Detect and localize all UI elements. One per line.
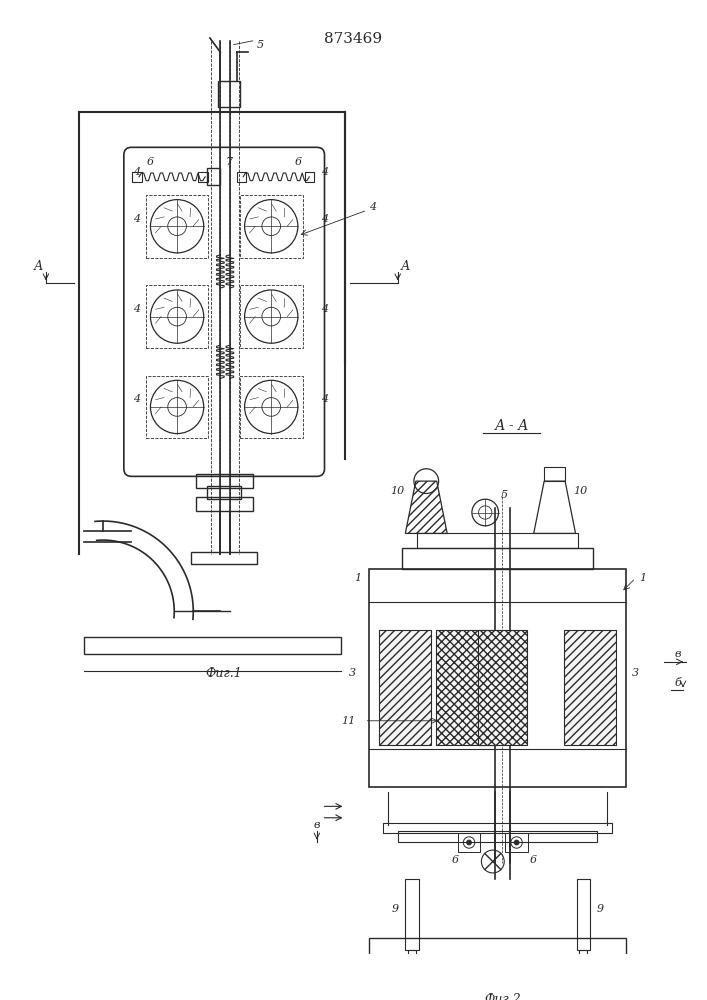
Text: 6: 6 bbox=[451, 855, 458, 865]
Bar bbox=[146, 285, 209, 348]
Text: 10: 10 bbox=[390, 486, 405, 496]
Text: 5: 5 bbox=[257, 40, 264, 50]
Text: 4: 4 bbox=[133, 304, 140, 314]
Bar bbox=[199, 172, 208, 182]
Bar bbox=[398, 831, 597, 842]
Circle shape bbox=[467, 840, 472, 845]
Bar bbox=[506, 833, 528, 852]
Text: 10: 10 bbox=[573, 486, 588, 496]
Bar bbox=[146, 195, 209, 258]
Bar bbox=[416, 533, 578, 548]
Bar bbox=[207, 168, 221, 185]
Bar bbox=[305, 172, 314, 182]
Bar bbox=[405, 879, 419, 950]
Bar bbox=[240, 376, 303, 438]
Bar bbox=[146, 376, 209, 438]
Text: в: в bbox=[314, 820, 320, 830]
Bar bbox=[196, 474, 252, 488]
Bar bbox=[369, 569, 626, 787]
Text: 4: 4 bbox=[321, 214, 328, 224]
Text: 11: 11 bbox=[341, 716, 356, 726]
Bar bbox=[383, 823, 612, 833]
Text: 873469: 873469 bbox=[324, 32, 382, 46]
Bar bbox=[237, 172, 246, 182]
Text: А - А: А - А bbox=[495, 419, 529, 433]
Bar bbox=[457, 833, 481, 852]
Bar bbox=[564, 630, 617, 745]
Circle shape bbox=[514, 840, 519, 845]
Bar bbox=[383, 960, 612, 972]
Text: 6: 6 bbox=[294, 157, 301, 167]
Text: 4: 4 bbox=[133, 214, 140, 224]
Bar bbox=[240, 195, 303, 258]
Bar bbox=[402, 548, 592, 569]
Text: 4: 4 bbox=[133, 394, 140, 404]
Bar bbox=[207, 486, 241, 499]
Text: 4: 4 bbox=[321, 167, 328, 177]
Text: Фиг.2: Фиг.2 bbox=[484, 993, 520, 1000]
Bar bbox=[369, 938, 626, 955]
Bar bbox=[132, 172, 142, 182]
Bar bbox=[478, 630, 527, 745]
Text: б: б bbox=[675, 678, 682, 688]
Text: 4: 4 bbox=[321, 304, 328, 314]
Bar bbox=[544, 467, 565, 481]
Text: 5: 5 bbox=[501, 490, 508, 500]
Text: 9: 9 bbox=[391, 904, 399, 914]
Bar bbox=[436, 630, 498, 745]
Text: 7: 7 bbox=[226, 157, 233, 167]
Bar bbox=[576, 879, 590, 950]
Text: 4: 4 bbox=[369, 202, 376, 212]
Text: в: в bbox=[675, 649, 682, 659]
Text: 4: 4 bbox=[321, 394, 328, 404]
Text: 3: 3 bbox=[632, 668, 639, 678]
Text: 1: 1 bbox=[640, 573, 647, 583]
Bar bbox=[196, 497, 252, 511]
Text: А: А bbox=[401, 260, 410, 273]
Bar bbox=[191, 552, 257, 564]
Text: 1: 1 bbox=[354, 573, 361, 583]
Bar bbox=[218, 81, 240, 107]
Text: Фиг.1: Фиг.1 bbox=[206, 667, 243, 680]
Text: 3: 3 bbox=[349, 668, 356, 678]
Text: А: А bbox=[33, 260, 43, 273]
Text: 9: 9 bbox=[597, 904, 604, 914]
Text: 4: 4 bbox=[133, 167, 140, 177]
Bar bbox=[408, 950, 416, 969]
Bar bbox=[84, 637, 341, 654]
Text: 6: 6 bbox=[147, 157, 154, 167]
Text: 6: 6 bbox=[530, 855, 537, 865]
Bar bbox=[579, 950, 587, 969]
Bar bbox=[379, 630, 431, 745]
Bar bbox=[240, 285, 303, 348]
